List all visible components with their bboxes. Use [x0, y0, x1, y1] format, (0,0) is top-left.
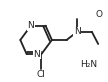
Text: N: N [74, 27, 81, 36]
Text: N: N [27, 21, 34, 30]
Text: O: O [96, 10, 103, 19]
Text: H₂N: H₂N [80, 60, 97, 69]
Text: Cl: Cl [37, 70, 46, 79]
Text: N: N [34, 50, 40, 59]
